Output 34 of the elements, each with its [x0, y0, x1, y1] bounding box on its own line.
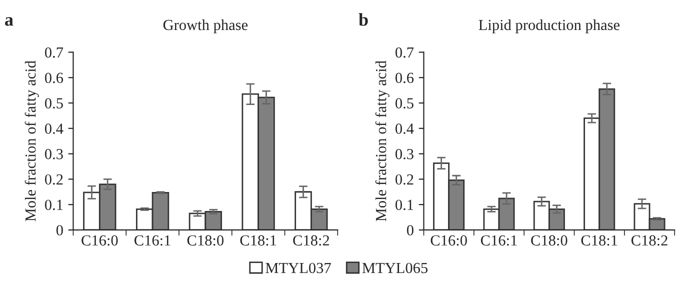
y-tick-label: 0.2	[44, 174, 63, 185]
x-tick-label: C18:0	[531, 235, 568, 246]
x-tick-label: C18:0	[187, 235, 224, 246]
y-tick-label: 0.3	[396, 148, 414, 160]
x-tick-label: C16:1	[134, 235, 170, 246]
chart-title: Growth phase	[163, 19, 248, 34]
x-tick-label: C16:0	[82, 235, 118, 246]
y-axis-title: Mole fraction of fatty acid	[375, 60, 390, 222]
chart-title: Lipid production phase	[478, 19, 620, 34]
y-tick-label: 0.7	[396, 47, 414, 58]
x-tick-label: C18:2	[631, 235, 668, 246]
y-tick-label: 0.6	[396, 72, 414, 84]
y-tick-label: 0.4	[396, 124, 414, 134]
x-tick-label: C16:0	[430, 235, 467, 246]
y-tick-label: 0.5	[396, 98, 414, 109]
x-tick-label: C18:1	[581, 235, 618, 246]
legend-label: MTYL065	[362, 262, 428, 274]
y-tick-label: 0.1	[396, 200, 414, 210]
y-tick-label: 0.2	[396, 174, 414, 185]
y-tick-label: 0	[56, 225, 63, 236]
x-tick-label: C18:1	[240, 235, 276, 246]
y-tick-label: 0.6	[44, 72, 64, 84]
y-tick-label: 0.4	[44, 124, 64, 134]
y-tick-label: 0.5	[44, 98, 63, 109]
x-tick-label: C18:2	[293, 235, 330, 246]
y-tick-label: 0.1	[44, 200, 63, 210]
y-tick-label: 0.7	[44, 47, 64, 58]
text: a	[5, 17, 14, 26]
y-axis-title: Mole fraction of fatty acid	[24, 60, 39, 222]
x-tick-label: C16:1	[480, 235, 517, 246]
legend-label: MTYL037	[266, 262, 331, 274]
y-tick-label: 0.3	[44, 148, 63, 160]
text: b	[358, 13, 368, 26]
y-tick-label: 0	[406, 225, 414, 236]
